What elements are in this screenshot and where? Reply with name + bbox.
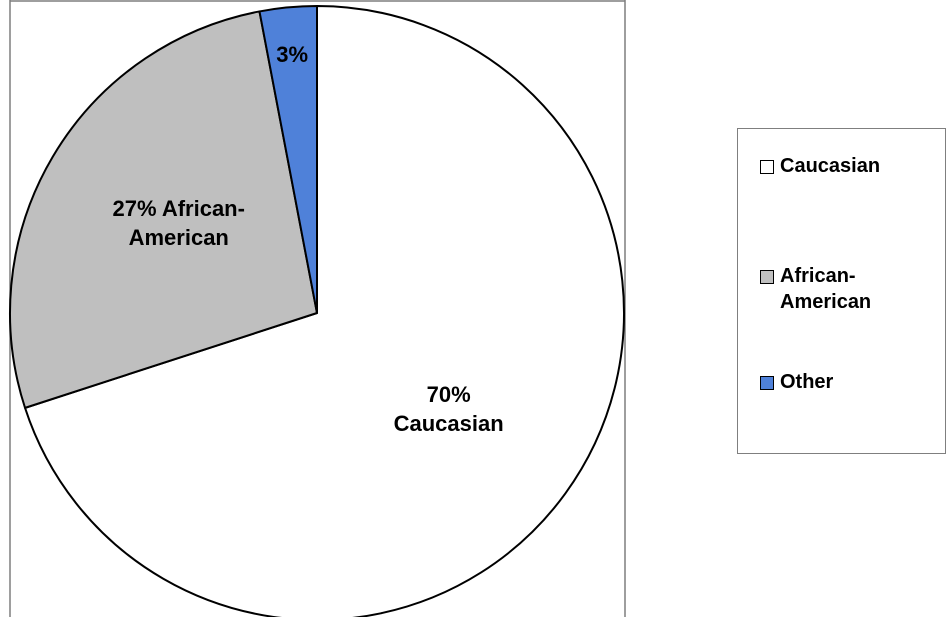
legend-item-caucasian: Caucasian — [760, 153, 930, 179]
legend-label-caucasian: Caucasian — [780, 155, 881, 177]
slice-label-caucasian: 70% Caucasian — [394, 382, 504, 436]
legend-swatch-african-american — [760, 270, 774, 284]
slice-label-line: 3% — [276, 42, 308, 67]
legend-label-other: Other — [780, 371, 834, 393]
pie-slice-other — [258, 5, 318, 314]
legend-item-african-american: African-American — [760, 263, 930, 315]
slice-label-line: Caucasian — [394, 411, 504, 436]
slice-label-other: 3% — [276, 42, 308, 67]
chart-legend: Caucasian African-American Other — [737, 128, 946, 454]
pie-slice-caucasian — [24, 5, 625, 617]
slice-label-line: 70% — [427, 382, 471, 407]
legend-swatch-other — [760, 376, 774, 390]
legend-item-other: Other — [760, 369, 930, 395]
slice-label-line: American — [129, 225, 229, 250]
pie-slice-african-american — [9, 10, 318, 409]
slice-label-african-american: 27% African- American — [113, 196, 245, 250]
slice-label-line: 27% African- — [113, 196, 245, 221]
legend-swatch-caucasian — [760, 160, 774, 174]
legend-label-african-american: African-American — [780, 265, 872, 313]
